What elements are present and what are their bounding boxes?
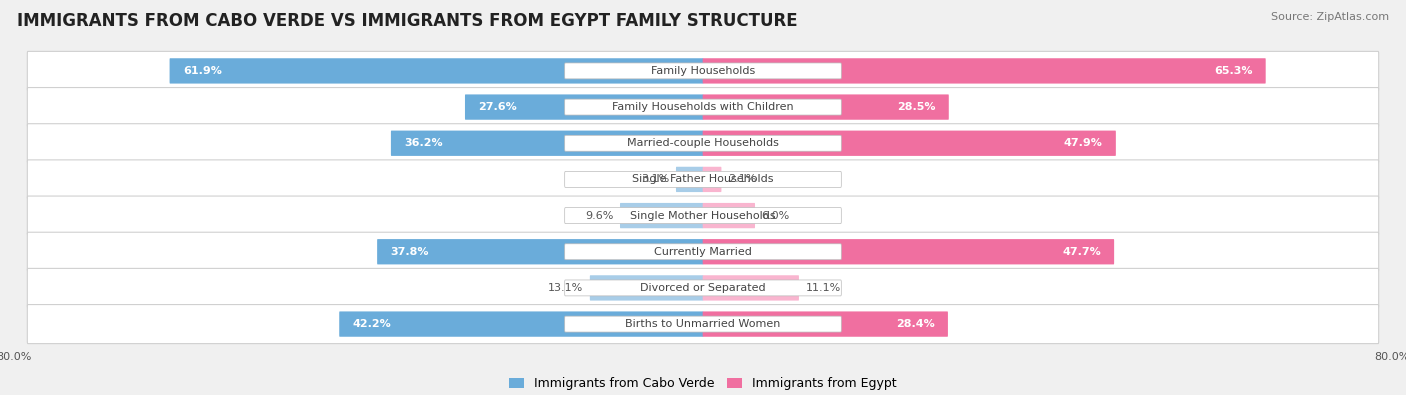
FancyBboxPatch shape	[27, 305, 1379, 344]
FancyBboxPatch shape	[27, 268, 1379, 307]
FancyBboxPatch shape	[565, 171, 841, 187]
Text: Source: ZipAtlas.com: Source: ZipAtlas.com	[1271, 12, 1389, 22]
FancyBboxPatch shape	[391, 131, 703, 156]
FancyBboxPatch shape	[620, 203, 703, 228]
Text: 36.2%: 36.2%	[404, 138, 443, 148]
Text: 13.1%: 13.1%	[548, 283, 583, 293]
FancyBboxPatch shape	[565, 316, 841, 332]
FancyBboxPatch shape	[465, 94, 703, 120]
Text: 47.9%: 47.9%	[1064, 138, 1102, 148]
FancyBboxPatch shape	[377, 239, 703, 264]
Text: 6.0%: 6.0%	[762, 211, 790, 220]
FancyBboxPatch shape	[703, 275, 799, 301]
Text: 27.6%: 27.6%	[478, 102, 517, 112]
Text: Married-couple Households: Married-couple Households	[627, 138, 779, 148]
FancyBboxPatch shape	[27, 88, 1379, 127]
Text: 11.1%: 11.1%	[806, 283, 841, 293]
FancyBboxPatch shape	[27, 160, 1379, 199]
Text: 9.6%: 9.6%	[585, 211, 613, 220]
FancyBboxPatch shape	[703, 239, 1114, 264]
Text: Divorced or Separated: Divorced or Separated	[640, 283, 766, 293]
Text: IMMIGRANTS FROM CABO VERDE VS IMMIGRANTS FROM EGYPT FAMILY STRUCTURE: IMMIGRANTS FROM CABO VERDE VS IMMIGRANTS…	[17, 12, 797, 30]
FancyBboxPatch shape	[703, 203, 755, 228]
FancyBboxPatch shape	[591, 275, 703, 301]
Text: Family Households with Children: Family Households with Children	[612, 102, 794, 112]
Text: 28.5%: 28.5%	[897, 102, 935, 112]
FancyBboxPatch shape	[339, 311, 703, 337]
FancyBboxPatch shape	[703, 311, 948, 337]
FancyBboxPatch shape	[676, 167, 703, 192]
FancyBboxPatch shape	[703, 94, 949, 120]
FancyBboxPatch shape	[170, 58, 703, 84]
Text: 61.9%: 61.9%	[183, 66, 222, 76]
FancyBboxPatch shape	[565, 63, 841, 79]
Text: 2.1%: 2.1%	[728, 175, 756, 184]
Text: Family Households: Family Households	[651, 66, 755, 76]
Text: 3.1%: 3.1%	[641, 175, 669, 184]
Legend: Immigrants from Cabo Verde, Immigrants from Egypt: Immigrants from Cabo Verde, Immigrants f…	[505, 372, 901, 395]
FancyBboxPatch shape	[27, 51, 1379, 90]
Text: 42.2%: 42.2%	[353, 319, 391, 329]
Text: 47.7%: 47.7%	[1062, 247, 1101, 257]
Text: 65.3%: 65.3%	[1213, 66, 1253, 76]
FancyBboxPatch shape	[27, 124, 1379, 163]
FancyBboxPatch shape	[703, 167, 721, 192]
Text: Currently Married: Currently Married	[654, 247, 752, 257]
FancyBboxPatch shape	[27, 196, 1379, 235]
FancyBboxPatch shape	[565, 280, 841, 296]
Text: Births to Unmarried Women: Births to Unmarried Women	[626, 319, 780, 329]
FancyBboxPatch shape	[703, 58, 1265, 84]
FancyBboxPatch shape	[565, 135, 841, 151]
FancyBboxPatch shape	[565, 244, 841, 260]
Text: 37.8%: 37.8%	[391, 247, 429, 257]
FancyBboxPatch shape	[27, 232, 1379, 271]
Text: Single Father Households: Single Father Households	[633, 175, 773, 184]
Text: 28.4%: 28.4%	[896, 319, 935, 329]
FancyBboxPatch shape	[703, 131, 1116, 156]
FancyBboxPatch shape	[565, 208, 841, 224]
Text: Single Mother Households: Single Mother Households	[630, 211, 776, 220]
FancyBboxPatch shape	[565, 99, 841, 115]
